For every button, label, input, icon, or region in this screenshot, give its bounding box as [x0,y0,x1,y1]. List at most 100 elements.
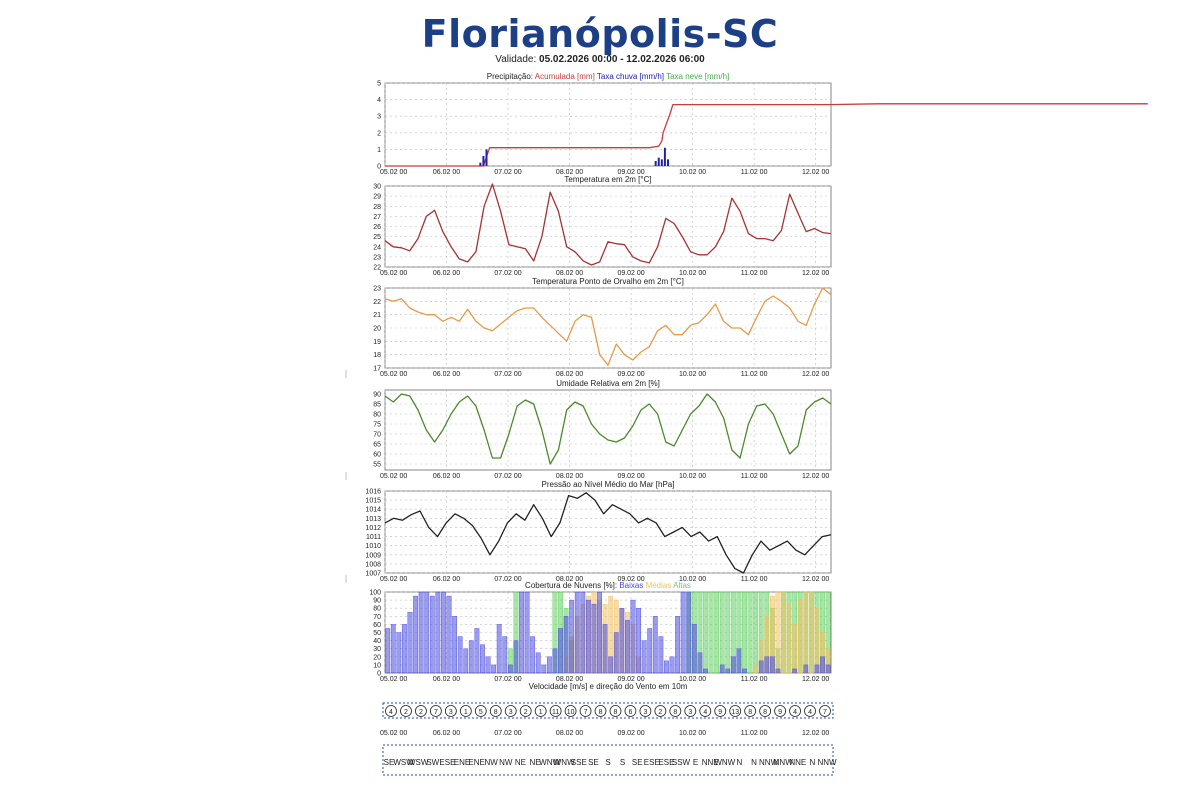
wind-direction-label: WSW [408,758,429,767]
y-tick-label: 22 [373,299,381,306]
wind-speed-value: 2 [524,709,528,716]
x-tick-label: 08.02 00 [556,169,583,176]
wind-speed-marker [489,705,502,717]
cloud-low-bar [602,624,608,674]
cloud-low-bar [563,616,569,674]
panel-title: Temperatura Ponto de Orvalho em 2m [°C] [532,277,684,286]
cloud-low-bar [613,632,619,674]
wind-direction-label: NE [529,758,540,767]
y-tick-label: 0 [377,671,381,678]
panel-title: Pressão ao Nível Médio do Mar [hPa] [542,480,675,489]
wind-direction-label: NW [499,758,513,767]
y-tick-label: 27 [373,214,381,221]
y-tick-label: 1011 [366,534,381,541]
x-tick-label: 10.02 00 [679,576,706,583]
validity-label: Validade: [495,54,537,65]
x-tick-label: 12.02 00 [802,169,829,176]
y-tick-label: 100 [369,590,381,597]
y-tick-label: 20 [373,326,381,333]
cloud-high-bar [742,591,747,674]
y-tick-label: 24 [373,244,381,251]
wind-speed-value: 3 [688,709,692,716]
y-tick-label: 80 [373,412,381,419]
x-tick-label: 05.02 00 [380,169,407,176]
y-tick-label: 90 [373,392,381,399]
plot-frame [384,82,832,167]
wind-speed-marker [669,705,682,717]
cloud-mid-bar [792,624,798,674]
wind-direction-label: NE [515,758,526,767]
panel-title: Umidade Relativa em 2m [%] [556,379,660,388]
cloud-low-bar [803,664,809,674]
cloud-low-bar [608,656,614,674]
wind-speed-marker [474,705,487,717]
cloud-low-bar [591,603,597,674]
wind-direction-label: NNW [759,758,779,767]
wind-speed-marker [684,705,697,717]
x-tick-label: 10.02 00 [679,270,706,277]
cloud-low-bar [675,616,680,674]
x-tick-label: 05.02 00 [380,576,407,583]
wind-direction-label: SE [588,758,599,767]
x-tick-label: 07.02 00 [494,676,521,683]
x-tick-label: 11.02 00 [741,676,768,683]
cloud-mid-bar [814,608,820,674]
wind-direction-label: N [810,758,816,767]
wind-speed-marker [459,705,472,717]
y-tick-label: 0 [377,164,381,171]
wind-speed-value: 2 [658,709,662,716]
y-tick-label: 30 [373,184,381,191]
wind-speed-marker [385,705,397,717]
wind-speed-value: 11 [552,709,559,716]
cloud-low-bar [691,624,697,674]
rain-rate-bar [666,159,669,166]
y-tick-label: 10 [373,662,381,669]
validity-value: 05.02.2026 00:00 - 12.02.2026 06:00 [539,54,705,65]
wind-speed-marker [444,705,457,717]
cloud-low-bar [652,616,658,674]
y-tick-label: 17 [373,366,381,373]
wind-speed-value: 8 [763,709,767,716]
x-tick-label: 11.02 00 [741,576,768,583]
y-tick-label: 1014 [365,507,381,514]
wind-speed-value: 13 [731,709,739,716]
wind-direction-label: SE [632,758,643,767]
wind-speed-marker [564,705,577,717]
plot-frame [384,490,832,574]
y-tick-label: 55 [373,462,381,469]
cloud-low-bar [558,628,563,674]
cloud-mid-bar [809,591,814,674]
dew-point-line [384,287,832,366]
wind-speed-value: 2 [419,709,423,716]
y-tick-label: 23 [373,254,381,261]
cloud-low-bar [496,624,502,674]
wind-direction-label: SSW [672,758,691,767]
cloud-low-bar [491,664,496,674]
x-tick-label: 05.02 00 [380,473,407,480]
wind-speed-marker [429,705,442,717]
cloud-low-bar [530,636,536,674]
y-tick-label: 1009 [365,552,381,559]
wind-speed-value: 7 [434,709,438,716]
wind-speed-value: 3 [643,709,647,716]
wind-speed-value: 7 [823,709,827,716]
cloud-low-bar [742,668,747,674]
rain-rate-bar [479,162,482,166]
wind-speed-marker [714,705,727,717]
y-tick-label: 50 [373,630,381,637]
wind-speed-value: 5 [479,709,483,716]
wind-speed-marker [729,705,742,717]
wind-speed-marker [804,705,816,717]
legend-entry: Médias [643,581,671,590]
wind-direction-label: NNE [702,758,719,767]
legend-entry: Taxa chuva [mm/h] [595,72,664,81]
wind-speed-marker [774,705,787,717]
cloud-high-bar [753,591,759,674]
wind-speed-marker [579,705,592,717]
x-tick-label: 10.02 00 [679,730,706,737]
rain-rate-bar [482,156,485,166]
y-tick-label: 25 [373,234,381,241]
wind-direction-label: SW [426,758,439,767]
x-tick-label: 11.02 00 [741,169,768,176]
